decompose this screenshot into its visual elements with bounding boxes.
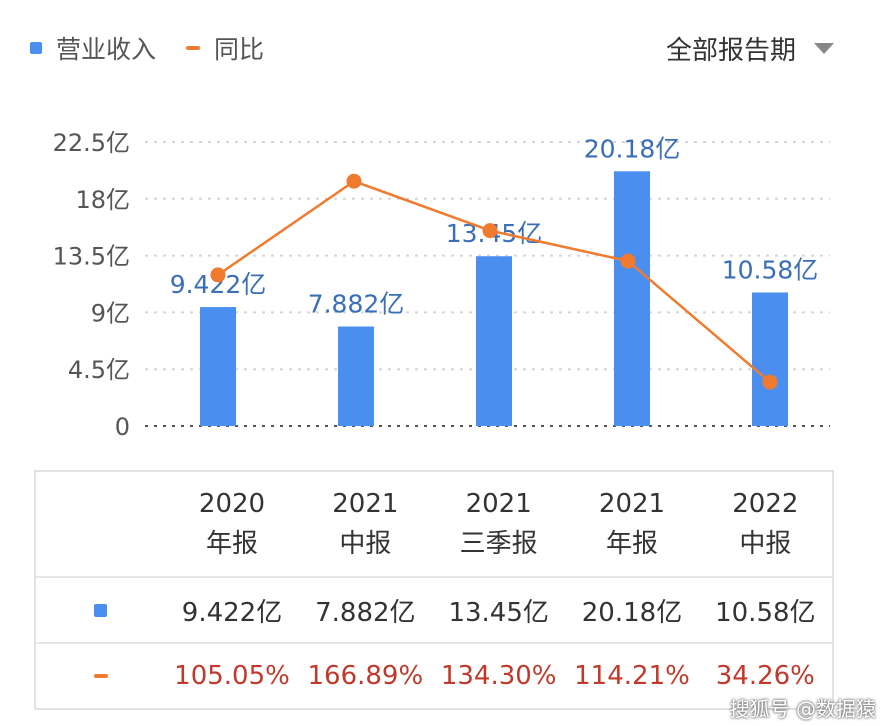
table-cell: 34.26%	[715, 661, 815, 691]
report-period-label: 全部报告期	[665, 36, 796, 66]
table-header-row: 2020 年报 2021 中报 2021 三季报 2021 年报 2022 中报	[36, 472, 832, 578]
yoy-point	[210, 267, 226, 283]
chart-legend: 营业收入 同比	[30, 30, 294, 66]
legend-yoy-label: 同比	[214, 35, 265, 64]
legend-item-yoy[interactable]: 同比	[186, 30, 264, 66]
bar-data-label: 10.58亿	[722, 255, 819, 284]
yoy-point	[482, 223, 498, 239]
bar	[200, 307, 236, 426]
bar	[752, 292, 788, 426]
yoy-row-icon-cell	[36, 674, 165, 678]
table-header-cell: 2021 年报	[598, 489, 666, 559]
legend-bar-swatch-icon	[30, 42, 42, 54]
bar	[476, 256, 512, 426]
table-header-cell: 2020 年报	[198, 489, 266, 559]
yoy-point	[346, 173, 362, 189]
yoy-line-icon	[93, 674, 108, 678]
yoy-point	[762, 374, 778, 390]
revenue-bar-icon	[94, 603, 108, 617]
watermark: 搜狐号 @数据猿	[729, 697, 876, 721]
table-cell: 134.30%	[440, 661, 557, 691]
y-tick-label: 9亿	[91, 299, 130, 327]
bar-data-label: 7.882亿	[308, 290, 405, 319]
table-cell: 10.58亿	[715, 597, 816, 628]
table-cell: 105.05%	[174, 661, 290, 691]
y-tick-label: 22.5亿	[53, 129, 130, 157]
y-tick-label: 18亿	[75, 186, 130, 214]
revenue-chart: 22.5亿18亿13.5亿9亿4.5亿09.422亿7.882亿13.45亿20…	[53, 129, 830, 441]
legend-revenue-label: 营业收入	[56, 35, 157, 64]
table-header-cell: 2022 中报	[732, 489, 799, 559]
chevron-down-icon	[814, 43, 834, 54]
legend-item-revenue[interactable]: 营业收入	[30, 30, 156, 66]
table-cell: 13.45亿	[448, 597, 549, 628]
data-table: 2020 年报 2021 中报 2021 三季报 2021 年报 2022 中报 9.42…	[34, 470, 834, 710]
table-row-yoy: 105.05% 166.89% 134.30% 114.21% 34.26%	[36, 644, 832, 708]
bar-data-label: 20.18亿	[584, 134, 681, 163]
table-cell: 9.422亿	[181, 597, 283, 628]
table-cell: 166.89%	[307, 661, 424, 691]
table-cell: 7.882亿	[315, 597, 416, 628]
table-cell: 20.18亿	[581, 597, 683, 628]
y-tick-label: 0	[115, 413, 130, 441]
bar	[338, 326, 374, 426]
table-header-cell: 2021 中报	[332, 489, 399, 559]
table-cell: 114.21%	[574, 661, 690, 691]
report-period-dropdown[interactable]: 全部报告期	[666, 30, 834, 67]
y-tick-label: 13.5亿	[53, 243, 130, 271]
table-row-revenue: 9.422亿 7.882亿 13.45亿 20.18亿 10.58亿	[36, 578, 832, 644]
revenue-row-icon-cell	[36, 603, 165, 617]
legend-line-swatch-icon	[186, 46, 201, 50]
yoy-point	[620, 253, 636, 269]
table-header-cell: 2021 三季报	[459, 489, 538, 559]
y-tick-label: 4.5亿	[68, 356, 130, 384]
bar	[614, 171, 650, 426]
